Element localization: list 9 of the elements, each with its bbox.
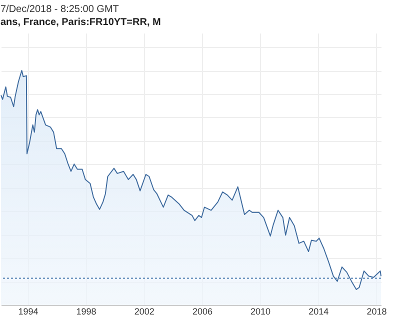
x-tick-label: 2002	[134, 306, 154, 316]
x-tick-label: 2010	[250, 306, 271, 316]
text: 7/Dec/2018 - 8:25:00 GMT	[0, 4, 119, 15]
x-tick-label: 1998	[76, 306, 96, 316]
chart-title: ans, France, Paris:FR10YT=RR, M	[0, 17, 161, 28]
x-tick-label: 2018	[366, 306, 387, 316]
x-tick-label: 2006	[192, 306, 212, 316]
x-tick-label: 2014	[308, 306, 329, 316]
x-tick-label: 1994	[18, 306, 38, 316]
